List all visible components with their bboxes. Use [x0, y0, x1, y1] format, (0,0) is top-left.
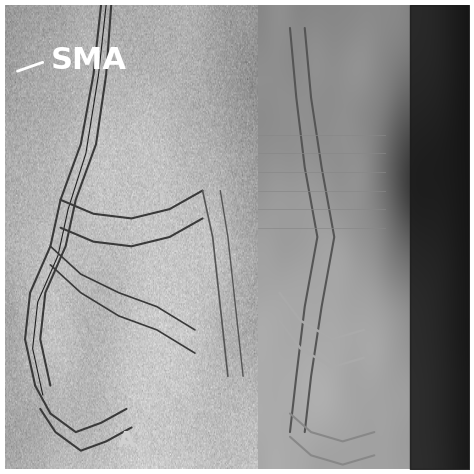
Text: A: A — [118, 431, 135, 451]
Text: SMA: SMA — [50, 46, 127, 75]
